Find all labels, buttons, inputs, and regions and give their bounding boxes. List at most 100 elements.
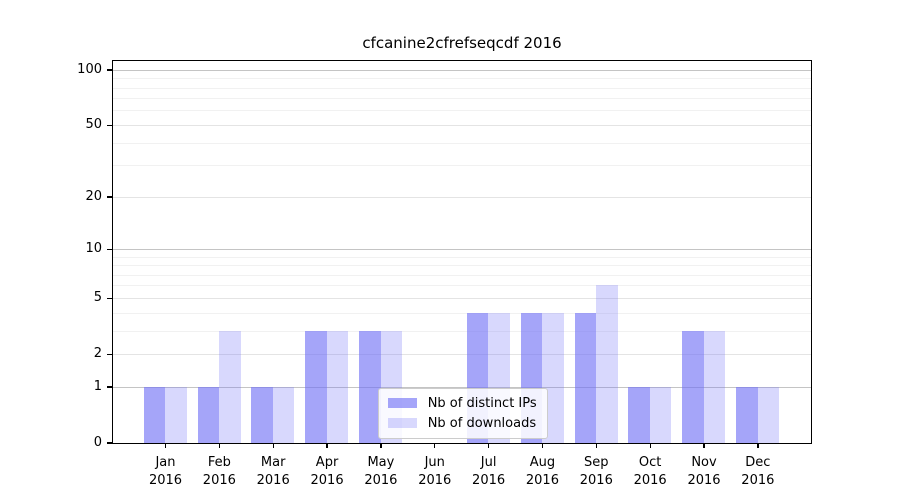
y-tick-label: 20 [85,188,102,204]
bar-downloads-sep [596,285,618,443]
x-tick-month: Mar [260,455,286,470]
x-tick-month: Feb [207,455,231,470]
x-tick-month: Nov [691,455,717,470]
x-tick-year: 2016 [525,472,559,488]
x-tick-label: Apr 2016 [295,454,359,489]
bar-downloads-jan [165,386,187,443]
x-tick-month: Oct [638,455,662,470]
x-tick-label: Feb 2016 [187,454,251,489]
x-tick-label: Nov 2016 [672,454,736,489]
gridline-minor-6 [112,285,811,287]
gridline-minor-40 [112,142,811,144]
bar-distinct-ips-feb [197,386,220,443]
x-tick-month: May [367,455,395,470]
legend: Nb of distinct IPs Nb of downloads [377,387,548,439]
bar-distinct-ips-mar [251,386,273,443]
gridline-minor-70 [112,98,811,100]
y-tick-label: 100 [77,62,102,77]
x-tick-may [380,443,382,448]
gridline-minor-3 [112,330,811,332]
gridline-major-20 [112,196,811,198]
x-tick-dec [757,443,759,448]
gridline-minor-30 [112,165,811,167]
x-tick-month: Dec [745,455,771,470]
x-tick-year: 2016 [579,472,613,488]
x-tick-year: 2016 [148,472,183,488]
legend-item-distinct-ips: Nb of distinct IPs [387,395,538,412]
x-tick-month: Jul [480,455,497,470]
y-tick-10 [107,248,112,250]
bar-downloads-apr [326,330,349,443]
legend-swatch-downloads [387,418,417,429]
legend-swatch-distinct-ips [387,398,417,409]
gridline-minor-8 [112,265,811,267]
y-tick-0 [107,442,112,444]
y-tick-label: 10 [85,241,102,257]
legend-label: Nb of distinct IPs [427,395,537,411]
y-tick-label: 5 [93,290,102,306]
x-tick-label: Sep 2016 [564,454,628,489]
y-tick-2 [107,353,112,355]
y-tick-label: 2 [93,346,102,362]
x-tick-month: Sep [584,455,609,470]
y-tick-100 [107,69,112,71]
x-tick-mar [272,443,274,448]
x-tick-aug [541,443,544,448]
gridline-major-10 [112,248,811,251]
x-tick-year: 2016 [310,472,344,488]
x-tick-year: 2016 [418,472,452,488]
x-tick-month: Jun [424,455,445,470]
gridline-major-5 [112,297,811,299]
bar-distinct-ips-jan [143,386,166,443]
x-tick-sep [595,443,597,448]
y-tick-label: 0 [93,435,102,450]
x-tick-label: May 2016 [349,454,413,489]
bar-distinct-ips-sep [574,312,596,443]
gridline-minor-4 [112,312,811,314]
x-tick-year: 2016 [364,472,398,488]
x-tick-jan [164,443,167,448]
x-tick-label: Oct 2016 [618,454,682,489]
x-tick-label: Jul 2016 [457,454,521,489]
x-tick-nov [703,443,705,448]
legend-label: Nb of downloads [427,415,537,431]
bar-distinct-ips-apr [305,330,327,443]
gridline-major-1 [112,386,811,388]
bar-distinct-ips-nov [682,330,704,443]
gridline-major-50 [112,124,811,126]
x-tick-year: 2016 [256,472,290,488]
x-tick-jun [434,443,436,448]
x-tick-year: 2016 [687,472,721,488]
y-tick-1 [107,386,112,388]
x-tick-label: Aug 2016 [510,454,574,489]
gridline-minor-7 [112,274,811,276]
x-tick-month: Apr [315,455,339,470]
x-tick-year: 2016 [633,472,667,488]
x-tick-month: Aug [529,455,556,470]
bar-downloads-feb [219,330,241,443]
chart-title: cfcanine2cfrefseqcdf 2016 [362,34,562,52]
bar-distinct-ips-dec [736,386,758,443]
bar-downloads-dec [757,386,780,443]
x-tick-label: Jun 2016 [403,454,467,489]
bar-downloads-nov [703,330,726,443]
x-tick-year: 2016 [741,472,775,488]
x-tick-label: Jan 2016 [134,454,198,489]
gridline-major-100 [112,69,811,71]
y-tick-label: 50 [85,117,102,133]
bar-distinct-ips-oct [628,386,650,443]
bar-downloads-mar [272,386,295,443]
plot-area: Nb of distinct IPs Nb of downloads [111,59,812,444]
y-tick-5 [107,297,112,299]
x-tick-oct [649,443,651,448]
y-tick-50 [107,124,112,126]
x-tick-label: Mar 2016 [241,454,305,489]
gridline-major-2 [112,353,811,355]
gridline-minor-9 [112,256,811,258]
gridline-minor-80 [112,87,811,89]
bar-downloads-oct [649,386,672,443]
x-tick-apr [326,443,328,448]
x-tick-month: Jan [155,455,176,470]
x-tick-year: 2016 [202,472,236,488]
